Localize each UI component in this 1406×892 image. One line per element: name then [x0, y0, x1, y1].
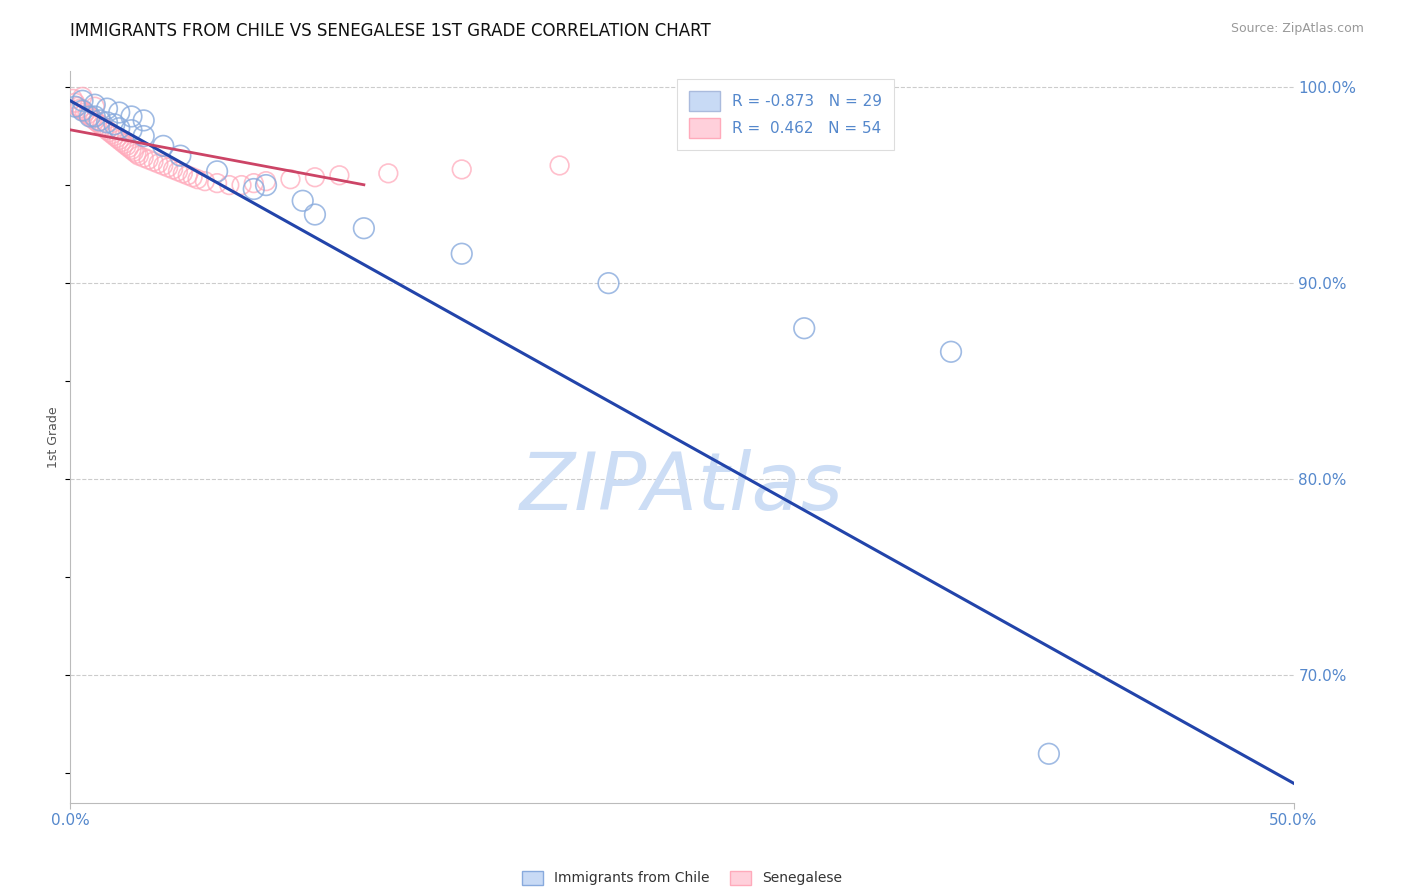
Point — [186, 172, 208, 186]
Point — [108, 105, 131, 120]
Point — [450, 246, 472, 260]
Point — [72, 103, 94, 118]
Point — [177, 169, 200, 183]
Point — [72, 103, 94, 118]
Point — [548, 159, 571, 173]
Point — [93, 121, 115, 136]
Point — [353, 221, 375, 235]
Point — [254, 174, 277, 188]
Point — [181, 170, 204, 185]
Point — [96, 123, 118, 137]
Point — [96, 102, 118, 116]
Point — [91, 120, 114, 134]
Point — [128, 149, 150, 163]
Point — [83, 110, 105, 124]
Point — [108, 121, 131, 136]
Point — [157, 161, 180, 175]
Point — [205, 176, 228, 190]
Point — [291, 194, 314, 208]
Point — [152, 159, 174, 173]
Point — [304, 207, 326, 221]
Point — [79, 110, 101, 124]
Point — [194, 174, 217, 188]
Text: Source: ZipAtlas.com: Source: ZipAtlas.com — [1230, 22, 1364, 36]
Point — [73, 105, 96, 120]
Point — [72, 94, 94, 108]
Point — [142, 154, 165, 169]
Point — [1038, 747, 1060, 761]
Point — [89, 117, 111, 131]
Point — [172, 166, 194, 180]
Point — [89, 113, 111, 128]
Point — [82, 112, 104, 126]
Point — [121, 110, 143, 124]
Point — [121, 143, 143, 157]
Point — [328, 169, 350, 183]
Legend: R = -0.873   N = 29, R =  0.462   N = 54: R = -0.873 N = 29, R = 0.462 N = 54 — [678, 79, 894, 151]
Point — [254, 178, 277, 193]
Point — [132, 151, 155, 165]
Point — [101, 127, 124, 141]
Point — [450, 162, 472, 177]
Point — [63, 95, 86, 110]
Point — [122, 145, 145, 159]
Point — [111, 135, 134, 149]
Text: IMMIGRANTS FROM CHILE VS SENEGALESE 1ST GRADE CORRELATION CHART: IMMIGRANTS FROM CHILE VS SENEGALESE 1ST … — [70, 22, 711, 40]
Point — [205, 164, 228, 178]
Point — [138, 153, 160, 167]
Point — [105, 131, 128, 145]
Point — [132, 113, 155, 128]
Point — [121, 123, 143, 137]
Point — [76, 107, 98, 121]
Point — [793, 321, 815, 335]
Point — [83, 97, 105, 112]
Point — [132, 129, 155, 144]
Point — [118, 141, 141, 155]
Point — [167, 164, 190, 178]
Point — [377, 166, 399, 180]
Point — [103, 117, 125, 131]
Point — [115, 139, 138, 153]
Point — [162, 162, 184, 177]
Point — [598, 276, 620, 290]
Point — [939, 344, 962, 359]
Point — [79, 110, 101, 124]
Point — [96, 115, 118, 129]
Text: ZIPAtlas: ZIPAtlas — [520, 450, 844, 527]
Point — [108, 133, 131, 147]
Point — [243, 182, 266, 196]
Point — [231, 178, 253, 193]
Point — [169, 149, 191, 163]
Point — [148, 156, 170, 170]
Point — [304, 170, 326, 185]
Point — [69, 102, 91, 116]
Point — [72, 90, 94, 104]
Point — [83, 113, 105, 128]
Point — [98, 125, 121, 139]
Point — [125, 146, 148, 161]
Point — [112, 136, 135, 151]
Point — [62, 92, 84, 106]
Point — [83, 100, 105, 114]
Point — [103, 129, 125, 144]
Point — [86, 115, 108, 129]
Point — [63, 100, 86, 114]
Y-axis label: 1st Grade: 1st Grade — [46, 406, 60, 468]
Point — [280, 172, 302, 186]
Point — [243, 176, 266, 190]
Point — [66, 100, 89, 114]
Point — [152, 139, 174, 153]
Point — [218, 178, 240, 193]
